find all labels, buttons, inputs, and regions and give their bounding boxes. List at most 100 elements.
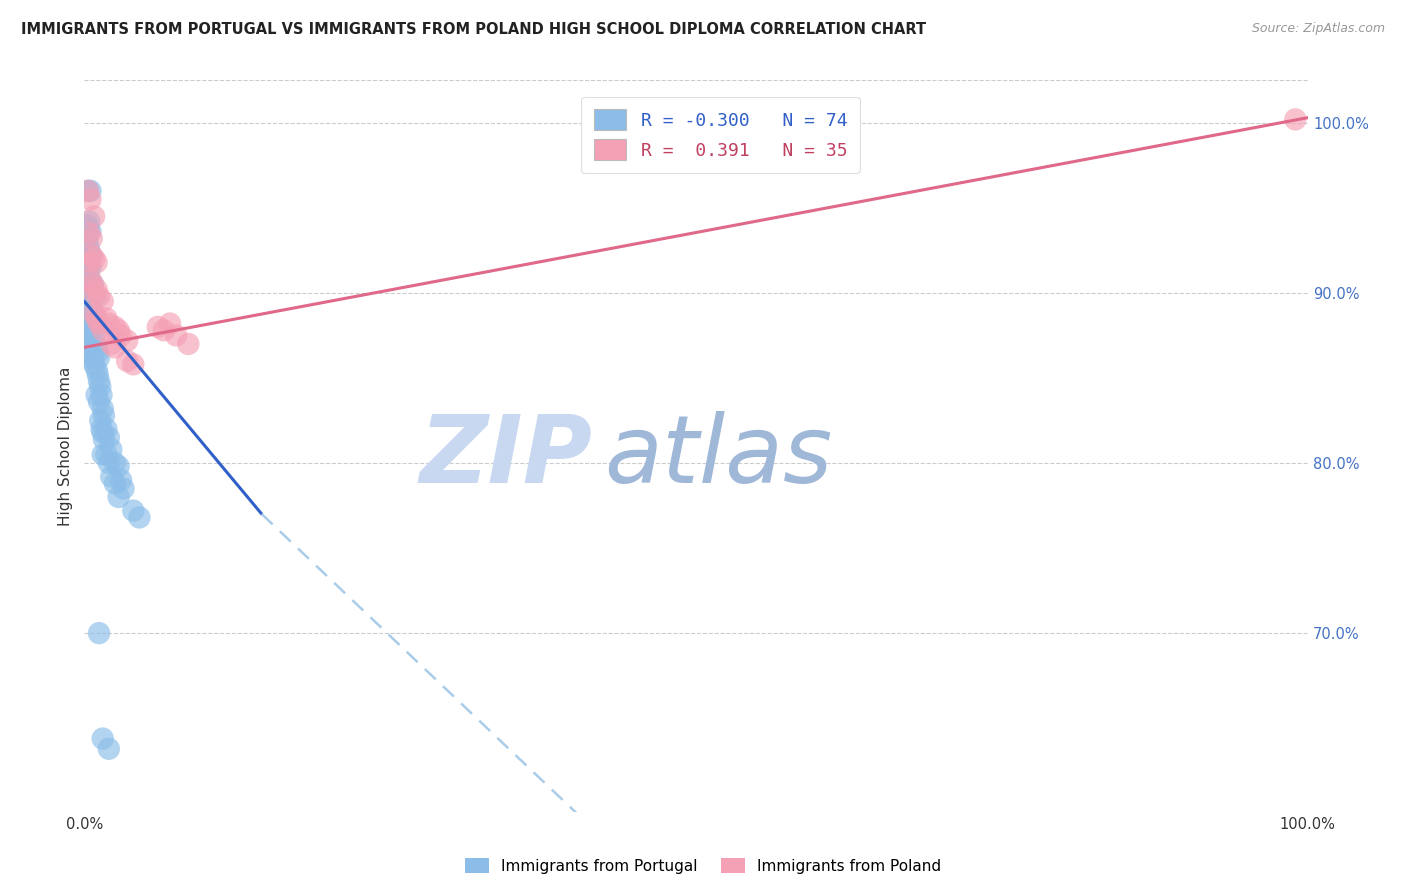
Point [76, 268, 98, 283]
Point [86, 311, 108, 326]
Point [79, 272, 101, 286]
Point [87, 394, 110, 409]
Point [77, 311, 100, 326]
Point [77, 259, 100, 273]
Point [77, 184, 100, 198]
Point [87, 368, 110, 382]
Point [153, 323, 176, 337]
Point [82, 351, 104, 365]
Point [77, 252, 100, 266]
Point [91, 401, 114, 416]
Point [83, 311, 105, 326]
Point [122, 503, 145, 517]
Text: Source: ZipAtlas.com: Source: ZipAtlas.com [1251, 22, 1385, 36]
Point [97, 456, 120, 470]
Point [83, 328, 105, 343]
Text: IMMIGRANTS FROM PORTUGAL VS IMMIGRANTS FROM POLAND HIGH SCHOOL DIPLOMA CORRELATI: IMMIGRANTS FROM PORTUGAL VS IMMIGRANTS F… [21, 22, 927, 37]
Point [128, 510, 150, 524]
Point [115, 334, 138, 348]
Point [83, 357, 105, 371]
Point [83, 285, 105, 300]
Point [96, 448, 118, 462]
Point [77, 334, 100, 348]
Point [87, 289, 110, 303]
Point [86, 340, 108, 354]
Point [112, 482, 135, 496]
Point [97, 317, 120, 331]
Point [93, 432, 115, 446]
Point [86, 388, 108, 402]
Point [79, 260, 101, 275]
Point [93, 409, 115, 423]
Point [77, 255, 100, 269]
Point [77, 244, 100, 258]
Point [107, 490, 129, 504]
Point [82, 323, 104, 337]
Y-axis label: High School Diploma: High School Diploma [58, 367, 73, 525]
Point [77, 214, 100, 228]
Point [89, 413, 111, 427]
Point [83, 306, 105, 320]
Point [100, 469, 122, 483]
Point [79, 184, 101, 198]
Point [104, 340, 127, 354]
Point [87, 375, 110, 389]
Point [97, 430, 120, 444]
Point [77, 184, 100, 198]
Point [83, 252, 105, 266]
Legend: R = -0.300   N = 74, R =  0.391   N = 35: R = -0.300 N = 74, R = 0.391 N = 35 [581, 96, 860, 173]
Point [76, 285, 98, 300]
Point [107, 323, 129, 337]
Point [77, 238, 100, 252]
Point [89, 379, 111, 393]
Point [80, 231, 103, 245]
Point [84, 317, 107, 331]
Point [96, 422, 118, 436]
Point [90, 422, 112, 436]
Point [104, 476, 127, 491]
Point [96, 311, 118, 326]
Point [86, 255, 108, 269]
Point [97, 741, 120, 756]
Point [76, 252, 98, 266]
Point [79, 248, 101, 262]
Point [76, 218, 98, 232]
Point [1284, 112, 1306, 127]
Point [77, 289, 100, 303]
Point [91, 731, 114, 746]
Point [79, 285, 101, 300]
Point [80, 248, 103, 262]
Point [104, 320, 127, 334]
Text: ZIP: ZIP [419, 411, 592, 503]
Point [77, 351, 100, 365]
Point [83, 285, 105, 300]
Point [76, 235, 98, 249]
Point [76, 306, 98, 320]
Point [79, 225, 101, 239]
Point [100, 337, 122, 351]
Point [165, 328, 187, 343]
Point [76, 345, 98, 359]
Legend: Immigrants from Portugal, Immigrants from Poland: Immigrants from Portugal, Immigrants fro… [458, 852, 948, 880]
Point [91, 425, 114, 440]
Point [86, 283, 108, 297]
Point [76, 323, 98, 337]
Point [91, 448, 114, 462]
Point [122, 357, 145, 371]
Point [87, 626, 110, 640]
Point [86, 362, 108, 376]
Point [82, 277, 104, 292]
Point [77, 272, 100, 286]
Point [91, 294, 114, 309]
Point [90, 388, 112, 402]
Point [91, 323, 114, 337]
Point [79, 192, 101, 206]
Text: atlas: atlas [605, 411, 832, 502]
Point [83, 210, 105, 224]
Point [87, 345, 110, 359]
Point [110, 473, 132, 487]
Point [77, 328, 100, 343]
Point [84, 289, 107, 303]
Point [115, 354, 138, 368]
Point [110, 328, 132, 343]
